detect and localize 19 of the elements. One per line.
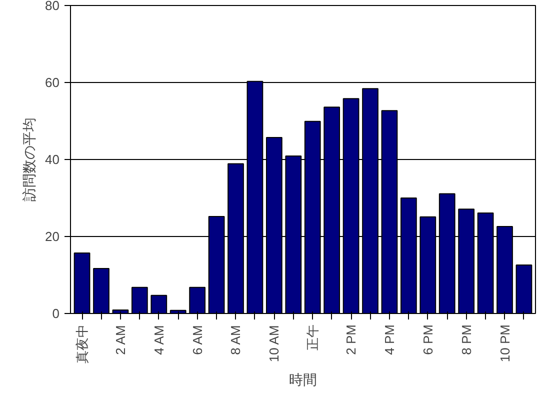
y-tick-label: 60 — [45, 75, 60, 90]
y-tick-label: 0 — [52, 306, 60, 321]
y-tick-label: 80 — [45, 0, 60, 13]
x-tick-label: 10 PM — [497, 324, 512, 362]
x-tick-label: 2 PM — [344, 324, 359, 355]
x-tick-label: 2 AM — [112, 325, 128, 355]
x-tick-label: 6 AM — [190, 325, 205, 355]
x-tick-label: 10 AM — [266, 325, 282, 362]
y-tick-label: 20 — [45, 229, 60, 244]
x-tick-label: 8 PM — [458, 324, 474, 355]
x-tick-label: 6 PM — [420, 324, 436, 355]
x-tick-label: 8 AM — [228, 325, 244, 355]
x-axis-title: 時間 — [289, 372, 317, 388]
y-axis-title: 訪問数の平均 — [21, 118, 38, 202]
y-tick-label: 40 — [45, 152, 60, 167]
x-tick-label: 真夜中 — [74, 324, 90, 364]
x-tick-label: 4 PM — [382, 324, 397, 355]
x-tick-label: 正午 — [305, 324, 320, 350]
x-tick-label: 4 AM — [151, 325, 166, 355]
